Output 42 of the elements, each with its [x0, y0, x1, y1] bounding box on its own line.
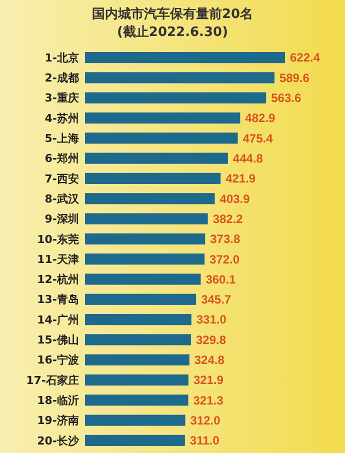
y-tick-label: 10-东莞 — [37, 232, 79, 246]
data-label: 444.8 — [232, 152, 264, 166]
data-label: 373.8 — [210, 232, 240, 246]
data-label: 311.0 — [190, 434, 220, 448]
data-label: 321.9 — [193, 373, 224, 388]
data-label: 482.9 — [245, 111, 276, 126]
y-tick-label: 13-青岛 — [37, 293, 79, 306]
y-tick-label: 17-石家庄 — [26, 374, 79, 387]
data-label: 321.3 — [193, 393, 224, 408]
y-tick-label: 20-长沙 — [37, 434, 80, 448]
y-tick-label: 11-天津 — [37, 252, 79, 266]
data-label: 360.1 — [206, 272, 236, 286]
y-tick-label: 9-深圳 — [44, 212, 79, 226]
y-tick-label: 15-佛山 — [37, 334, 79, 347]
y-tick-label: 18-临沂 — [37, 394, 79, 407]
y-tick-label: 16-宁波 — [37, 354, 80, 367]
data-label: 312.0 — [190, 414, 221, 428]
y-tick-label: 5-上海 — [44, 132, 79, 146]
y-tick-label: 12-杭州 — [37, 273, 79, 286]
data-label: 329.8 — [196, 332, 226, 347]
data-label: 372.0 — [210, 252, 240, 266]
chart-subtitle: (截止2022.6.30) — [116, 25, 228, 40]
y-tick-label: 19-济南 — [37, 414, 79, 428]
y-tick-label: 2-成都 — [44, 72, 79, 85]
y-tick-label: 4-苏州 — [44, 112, 79, 125]
data-label: 589.6 — [279, 70, 310, 85]
data-label: 382.2 — [212, 212, 244, 226]
data-label: 403.9 — [220, 192, 250, 206]
data-label: 345.7 — [201, 292, 232, 307]
data-label: 421.9 — [226, 172, 256, 186]
y-tick-label: 8-武汉 — [44, 192, 80, 206]
y-tick-label: 14-广州 — [37, 313, 79, 326]
y-tick-label: 1-北京 — [44, 51, 79, 64]
y-tick-label: 7-西安 — [44, 172, 79, 186]
data-label: 324.8 — [194, 353, 225, 368]
y-tick-label: 3-重庆 — [44, 92, 79, 105]
data-label: 475.4 — [242, 131, 274, 146]
chart-title: 国内城市汽车保有量前20名 — [92, 6, 254, 22]
data-label: 622.4 — [290, 50, 320, 65]
data-label: 563.6 — [271, 91, 302, 106]
y-tick-label: 6-郑州 — [44, 152, 79, 166]
data-label: 331.0 — [196, 312, 227, 327]
